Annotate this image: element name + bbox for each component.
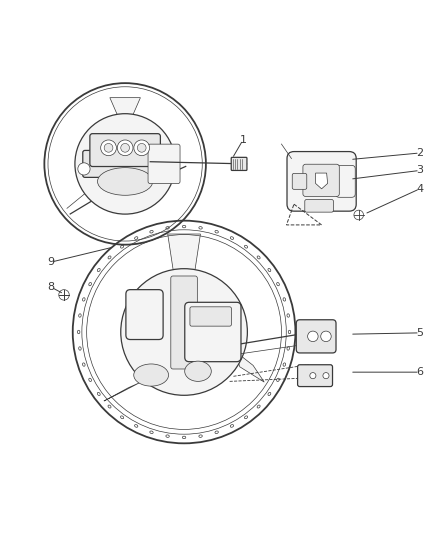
Ellipse shape — [185, 361, 211, 382]
FancyBboxPatch shape — [292, 173, 307, 189]
Circle shape — [117, 140, 133, 156]
Text: 5: 5 — [417, 328, 424, 338]
Polygon shape — [110, 98, 141, 115]
Text: 1: 1 — [240, 135, 247, 145]
FancyBboxPatch shape — [336, 165, 355, 197]
Text: 9: 9 — [47, 257, 54, 267]
Circle shape — [59, 289, 69, 300]
Circle shape — [307, 331, 318, 342]
Circle shape — [101, 140, 117, 156]
Polygon shape — [168, 234, 201, 270]
Circle shape — [75, 114, 175, 214]
Text: 3: 3 — [417, 165, 424, 175]
Ellipse shape — [134, 364, 169, 386]
Circle shape — [354, 210, 364, 220]
Circle shape — [138, 143, 146, 152]
FancyBboxPatch shape — [90, 134, 160, 166]
FancyBboxPatch shape — [303, 164, 339, 197]
FancyBboxPatch shape — [171, 276, 198, 369]
FancyBboxPatch shape — [83, 150, 167, 177]
Polygon shape — [315, 173, 328, 189]
Circle shape — [78, 163, 90, 175]
FancyBboxPatch shape — [190, 307, 231, 326]
Circle shape — [104, 143, 113, 152]
Text: 6: 6 — [417, 367, 424, 377]
Ellipse shape — [98, 168, 153, 195]
FancyBboxPatch shape — [297, 365, 332, 386]
Text: 2: 2 — [416, 148, 424, 158]
Text: 4: 4 — [416, 184, 424, 194]
Circle shape — [134, 140, 150, 156]
FancyBboxPatch shape — [231, 157, 247, 171]
Circle shape — [323, 373, 329, 379]
FancyBboxPatch shape — [287, 151, 356, 211]
Circle shape — [121, 143, 130, 152]
FancyBboxPatch shape — [126, 289, 163, 340]
Circle shape — [310, 373, 316, 379]
FancyBboxPatch shape — [148, 144, 180, 184]
Polygon shape — [235, 351, 264, 382]
FancyBboxPatch shape — [185, 302, 241, 362]
FancyBboxPatch shape — [296, 320, 336, 353]
FancyBboxPatch shape — [305, 199, 333, 212]
Text: 8: 8 — [47, 282, 54, 292]
Circle shape — [121, 269, 247, 395]
Circle shape — [321, 331, 331, 342]
Polygon shape — [104, 383, 140, 401]
